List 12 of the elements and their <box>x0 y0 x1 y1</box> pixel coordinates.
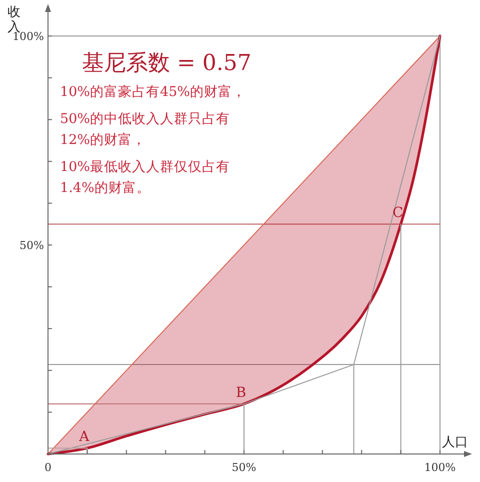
x-tick-label: 100% <box>424 461 456 474</box>
annotation: 10%的富豪占有45%的财富， <box>60 84 246 100</box>
annotation: B <box>236 384 246 401</box>
y-axis-title: 收入 <box>8 5 20 35</box>
annotation: 50%的中低收入人群只占有12%的财富， <box>60 111 230 148</box>
x-axis-title: 人口 <box>442 435 468 450</box>
annotation: A <box>78 429 90 446</box>
x-tick-label: 50% <box>232 461 256 474</box>
annotation: C <box>392 205 404 222</box>
x-tick-label: 0 <box>44 461 52 474</box>
annotation: 10%最低收入人群仅仅占有1.4%的财富。 <box>60 159 230 196</box>
text: 基尼系数 = 0.57 <box>82 51 252 76</box>
